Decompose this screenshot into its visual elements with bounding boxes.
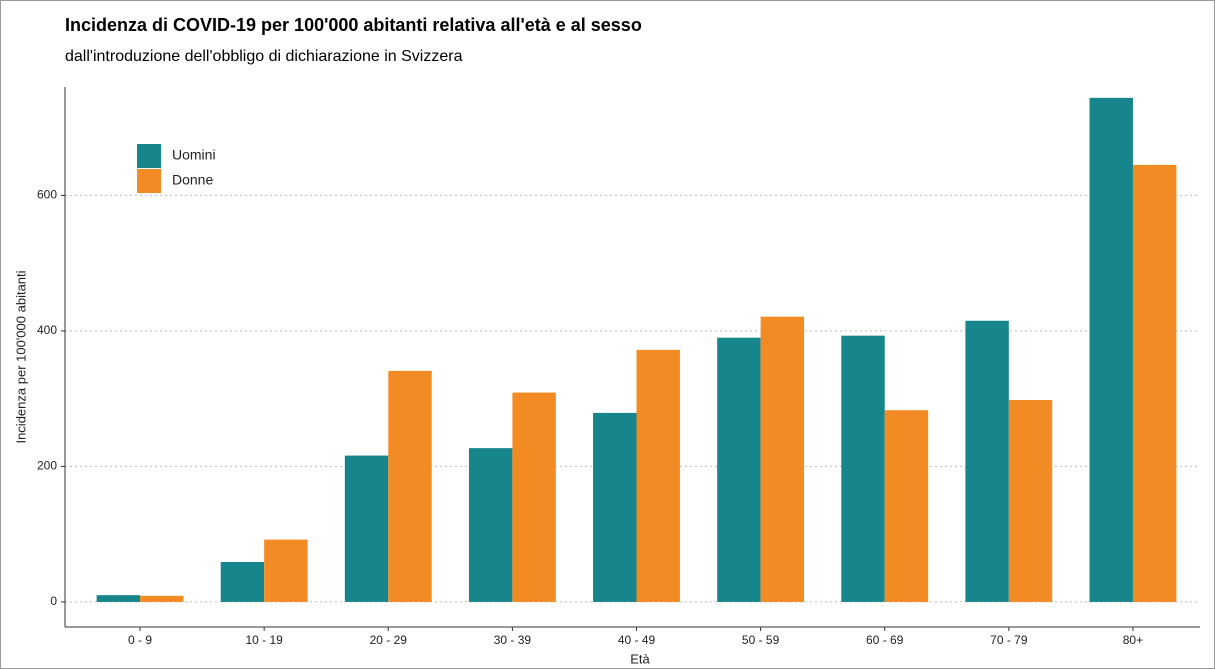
bar — [965, 320, 1009, 602]
bar — [884, 410, 929, 602]
x-tick-label: 20 - 29 — [370, 633, 408, 647]
bar — [344, 455, 389, 602]
x-tick-label: 10 - 19 — [245, 633, 283, 647]
bar — [264, 539, 308, 602]
bar — [760, 316, 805, 602]
bar — [220, 561, 265, 602]
bar — [1089, 97, 1133, 602]
legend-label: Uomini — [172, 147, 216, 163]
chart-title: Incidenza di COVID-19 per 100'000 abitan… — [65, 15, 642, 35]
legend-swatch — [137, 144, 161, 168]
bar — [636, 349, 680, 602]
y-tick-label: 600 — [37, 188, 57, 202]
x-tick-label: 60 - 69 — [866, 633, 904, 647]
bar — [717, 337, 761, 602]
x-tick-label: 40 - 49 — [618, 633, 656, 647]
bar — [1132, 164, 1177, 602]
x-tick-label: 70 - 79 — [990, 633, 1028, 647]
bar — [468, 448, 513, 602]
x-axis-title: Età — [630, 651, 650, 666]
bar — [388, 370, 432, 602]
legend-label: Donne — [172, 172, 213, 188]
x-tick-label: 30 - 39 — [494, 633, 532, 647]
bar — [512, 392, 556, 602]
y-tick-label: 400 — [37, 323, 57, 337]
y-axis-title: Incidenza per 100'000 abitanti — [13, 270, 28, 443]
bar — [841, 335, 885, 602]
y-tick-label: 200 — [37, 459, 57, 473]
bar — [593, 412, 637, 602]
y-tick-label: 0 — [50, 594, 57, 608]
x-tick-label: 50 - 59 — [742, 633, 780, 647]
legend-swatch — [137, 169, 161, 193]
x-tick-label: 0 - 9 — [128, 633, 152, 647]
chart-subtitle: dall'introduzione dell'obbligo di dichia… — [65, 48, 463, 65]
bar — [140, 595, 184, 602]
bar — [96, 595, 141, 602]
x-tick-label: 80+ — [1123, 633, 1143, 647]
bar — [1008, 400, 1053, 602]
